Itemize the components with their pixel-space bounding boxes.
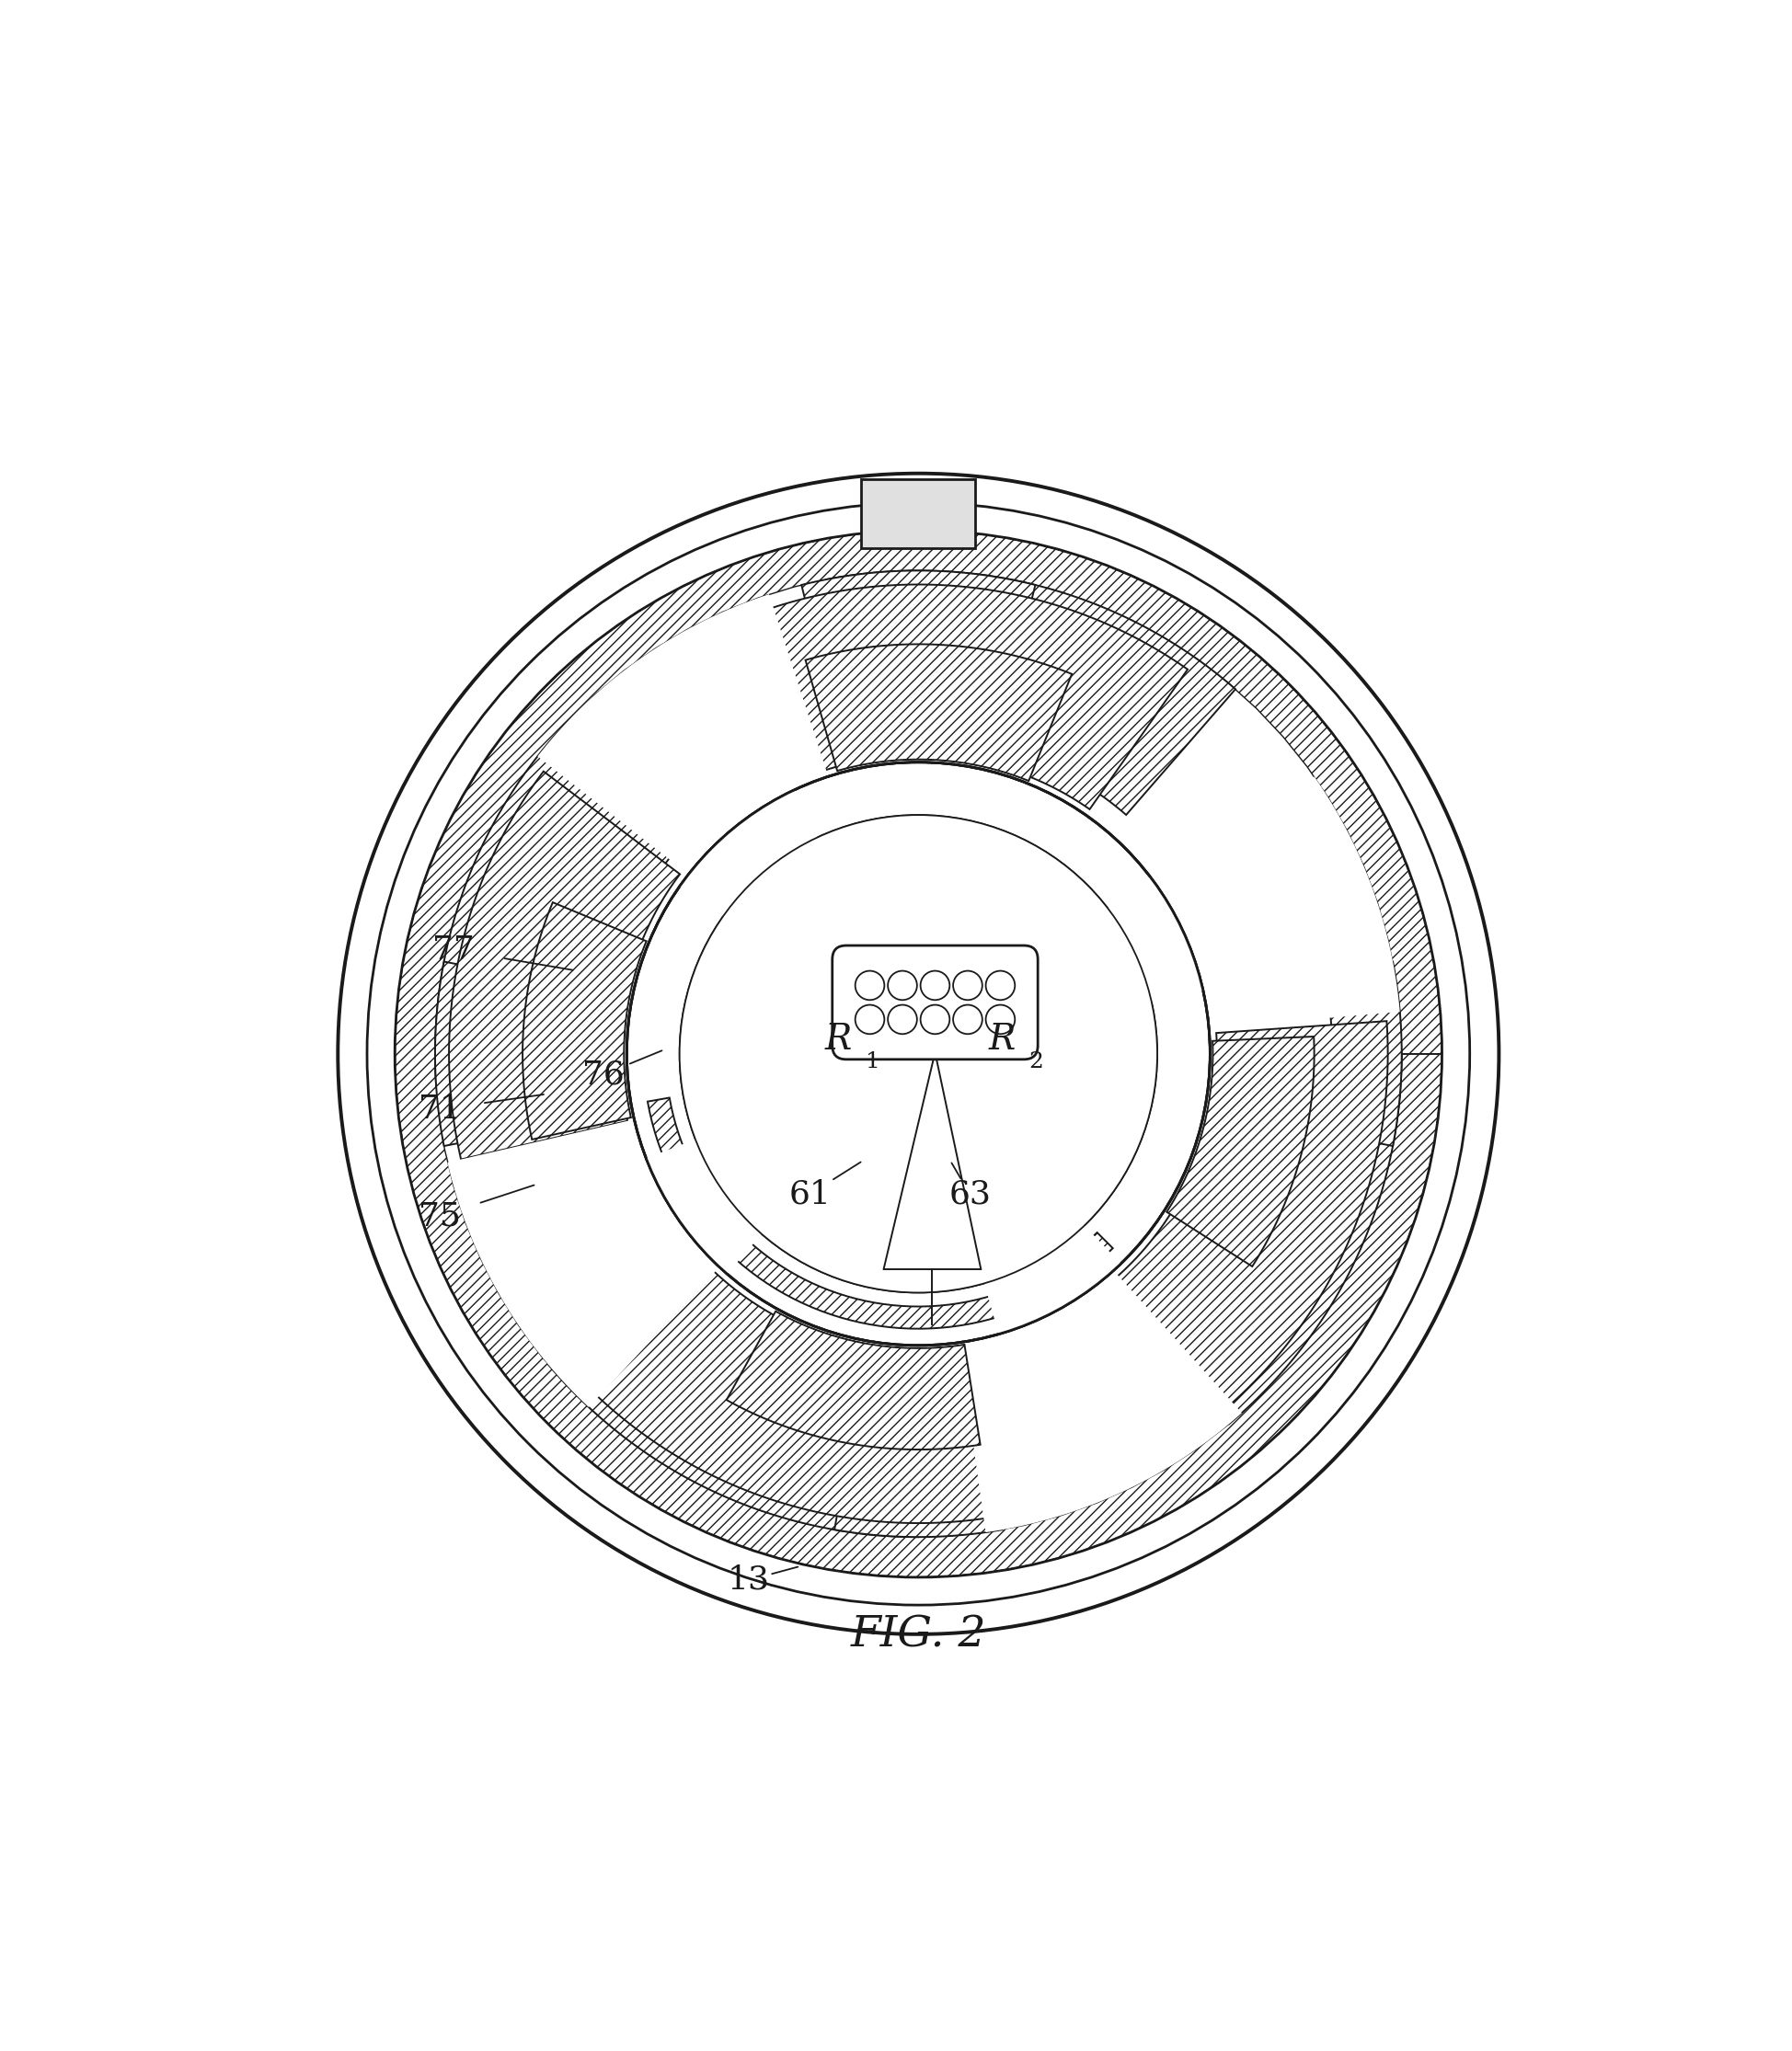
Polygon shape <box>450 771 679 1159</box>
FancyBboxPatch shape <box>831 946 1038 1060</box>
Text: 13: 13 <box>728 1565 771 1596</box>
Polygon shape <box>435 570 1401 1536</box>
Polygon shape <box>805 644 1072 781</box>
Bar <box>862 480 975 548</box>
Polygon shape <box>1324 962 1401 1147</box>
Polygon shape <box>1158 777 1400 1028</box>
Polygon shape <box>1111 1021 1387 1413</box>
Polygon shape <box>835 1489 1002 1536</box>
Text: R: R <box>987 1023 1016 1056</box>
Polygon shape <box>751 585 1188 810</box>
Text: FIG. 2: FIG. 2 <box>851 1614 986 1657</box>
Circle shape <box>627 763 1210 1345</box>
Polygon shape <box>523 902 647 1140</box>
Polygon shape <box>1122 1054 1401 1423</box>
Polygon shape <box>959 1270 1242 1532</box>
Text: 77: 77 <box>432 933 475 966</box>
Text: 71: 71 <box>418 1093 461 1126</box>
Polygon shape <box>919 876 1202 1054</box>
Circle shape <box>339 474 1498 1635</box>
Polygon shape <box>801 570 1036 638</box>
Polygon shape <box>826 570 1235 814</box>
Polygon shape <box>1167 1036 1314 1265</box>
Text: 76: 76 <box>582 1058 624 1091</box>
Polygon shape <box>448 1120 720 1407</box>
Polygon shape <box>647 1097 1113 1329</box>
Polygon shape <box>396 531 1443 1577</box>
Polygon shape <box>538 595 828 874</box>
Polygon shape <box>586 1265 991 1524</box>
Text: 75: 75 <box>418 1200 461 1233</box>
Text: 2: 2 <box>1029 1052 1043 1073</box>
Text: R: R <box>824 1023 851 1056</box>
Polygon shape <box>919 1054 1122 1333</box>
Polygon shape <box>726 1311 980 1450</box>
Polygon shape <box>435 718 690 1087</box>
Text: 61: 61 <box>788 1179 831 1210</box>
Text: 1: 1 <box>866 1052 880 1073</box>
Circle shape <box>679 814 1158 1292</box>
Text: 63: 63 <box>948 1179 991 1210</box>
Polygon shape <box>435 962 513 1147</box>
Polygon shape <box>679 790 919 1054</box>
Polygon shape <box>548 1257 918 1536</box>
Polygon shape <box>647 1054 919 1274</box>
Circle shape <box>627 763 1210 1345</box>
